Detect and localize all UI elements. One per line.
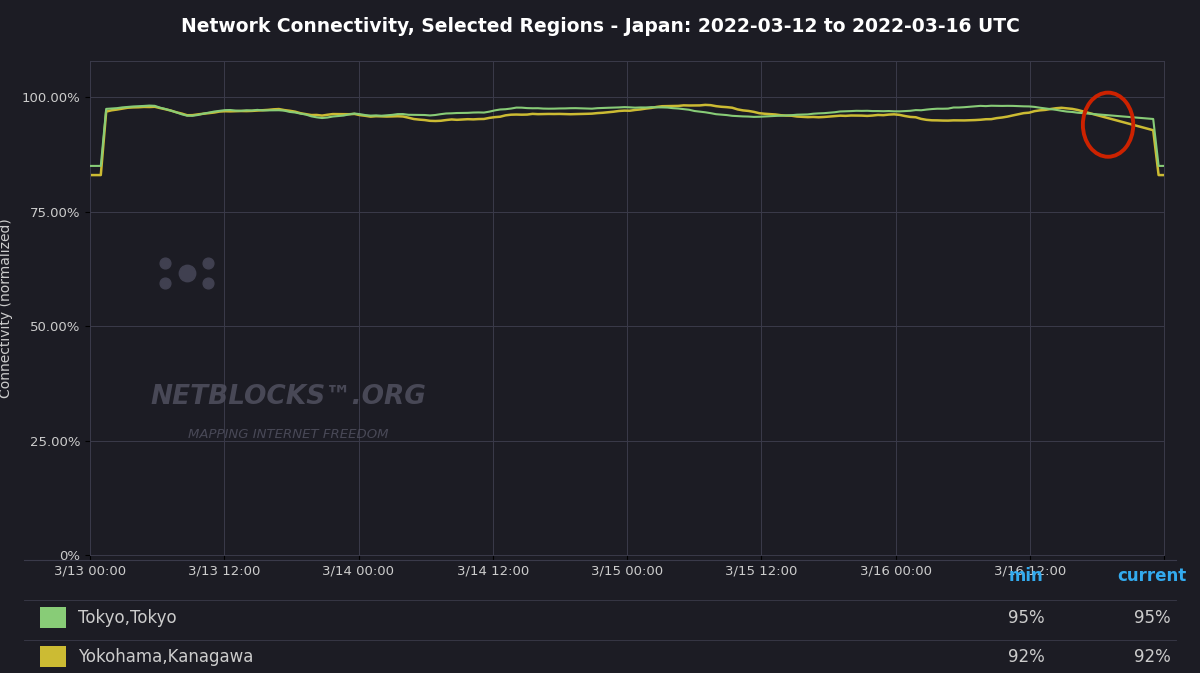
Text: min: min bbox=[1009, 567, 1043, 586]
Point bbox=[82, 547, 101, 558]
FancyBboxPatch shape bbox=[40, 646, 66, 667]
Text: 95%: 95% bbox=[1134, 608, 1170, 627]
Point bbox=[82, 547, 101, 558]
Text: 92%: 92% bbox=[1008, 647, 1044, 666]
Y-axis label: Connectivity (normalized): Connectivity (normalized) bbox=[0, 218, 13, 398]
Point bbox=[82, 547, 101, 558]
Text: Yokohama,Kanagawa: Yokohama,Kanagawa bbox=[78, 647, 253, 666]
Text: current: current bbox=[1117, 567, 1187, 586]
Point bbox=[82, 547, 101, 558]
Point bbox=[82, 547, 101, 558]
Text: MAPPING INTERNET FREEDOM: MAPPING INTERNET FREEDOM bbox=[188, 427, 389, 441]
FancyBboxPatch shape bbox=[40, 607, 66, 629]
Text: NETBLOCKS™.ORG: NETBLOCKS™.ORG bbox=[151, 384, 427, 410]
Text: 92%: 92% bbox=[1134, 647, 1170, 666]
Text: Network Connectivity, Selected Regions - Japan: 2022-03-12 to 2022-03-16 UTC: Network Connectivity, Selected Regions -… bbox=[180, 17, 1020, 36]
Text: Tokyo,Tokyo: Tokyo,Tokyo bbox=[78, 608, 176, 627]
Text: 95%: 95% bbox=[1008, 608, 1044, 627]
